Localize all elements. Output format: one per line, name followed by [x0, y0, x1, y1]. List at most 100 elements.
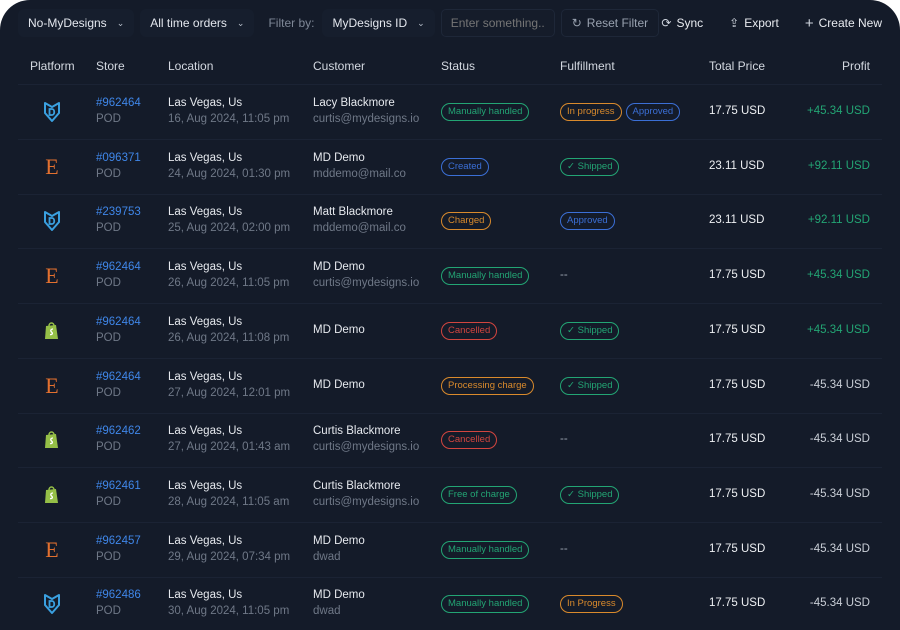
total-price: 17.75 USD	[709, 542, 766, 555]
status-badge-label: Free of charge	[448, 488, 510, 500]
order-id-link[interactable]: #239753	[96, 206, 141, 219]
filter-field-select[interactable]: MyDesigns ID ⌄	[322, 9, 435, 37]
status-badge-label: Manually handled	[448, 598, 523, 610]
status-badge: Manually handled	[441, 103, 530, 121]
col-store[interactable]: Store	[96, 59, 125, 73]
table-row[interactable]: #962486 POD Las Vegas, Us 30, Aug 2024, …	[18, 577, 882, 630]
fulfillment-empty: --	[560, 269, 568, 282]
store-type: POD	[96, 495, 121, 508]
mydesigns-icon	[40, 100, 64, 124]
fulfillment-cell: In Progress	[560, 595, 623, 614]
fulfillment-badge-label: Shipped	[577, 488, 613, 500]
search-input[interactable]	[440, 9, 555, 37]
status-badge-label: Processing charge	[448, 379, 527, 391]
table-row[interactable]: #962462 POD Las Vegas, Us 27, Aug 2024, …	[18, 413, 882, 469]
status-badge: Processing charge	[441, 376, 534, 395]
customer-name: MD Demo	[313, 323, 365, 336]
store-select[interactable]: No-MyDesigns ⌄	[18, 9, 135, 37]
col-profit[interactable]: Profit	[841, 59, 870, 73]
table-row[interactable]: E #962464 POD Las Vegas, Us 26, Aug 2024…	[18, 249, 882, 305]
profit: +92.11 USD	[807, 214, 870, 227]
sync-icon: ⟳	[661, 16, 672, 30]
filter-by-label: Filter by:	[268, 16, 315, 30]
shopify-icon	[40, 428, 64, 452]
status-cell: Cancelled	[441, 321, 498, 340]
order-id-link[interactable]: #962461	[96, 479, 141, 492]
store-type: POD	[96, 605, 121, 618]
total-price: 17.75 USD	[709, 487, 766, 500]
etsy-icon: E	[45, 372, 59, 398]
orders-range-value: All time orders	[150, 16, 227, 30]
location-city: Las Vegas, Us	[168, 425, 243, 438]
status-cell: Charged	[441, 212, 492, 231]
table-row[interactable]: #962461 POD Las Vegas, Us 28, Aug 2024, …	[18, 468, 882, 523]
order-date: 28, Aug 2024, 11:05 am	[168, 495, 290, 508]
reset-icon: ↻	[571, 16, 582, 30]
filter-field-value: MyDesigns ID	[332, 16, 408, 30]
fulfillment-badge-label: In progress	[567, 106, 615, 117]
customer-name: Matt Blackmore	[313, 206, 393, 219]
col-fulfillment[interactable]: Fulfillment	[560, 59, 615, 73]
fulfillment-badge-label: Approved	[632, 106, 674, 117]
location-city: Las Vegas, Us	[168, 315, 243, 328]
reset-filter-button[interactable]: ↻ Reset Filter	[560, 9, 660, 37]
fulfillment-cell: In progress Approved	[560, 103, 681, 121]
fulfillment-cell: ✓ Shipped	[560, 321, 620, 340]
col-total-price[interactable]: Total Price	[709, 59, 766, 73]
store-type: POD	[96, 167, 121, 180]
chevron-down-icon: ⌄	[417, 17, 425, 28]
order-date: 24, Aug 2024, 01:30 pm	[168, 167, 291, 180]
col-customer[interactable]: Customer	[313, 59, 366, 73]
order-date: 27, Aug 2024, 01:43 am	[168, 441, 291, 454]
fulfillment-badge: In Progress	[560, 595, 623, 614]
sync-label: Sync	[676, 16, 704, 30]
table-row[interactable]: E #962457 POD Las Vegas, Us 29, Aug 2024…	[18, 523, 882, 578]
order-id-link[interactable]: #962486	[96, 589, 141, 602]
create-new-button[interactable]: + Create New	[805, 15, 882, 32]
customer-email: curtis@mydesigns.io	[313, 441, 420, 454]
shopify-icon	[40, 319, 64, 343]
customer-email: mddemo@mail.co	[313, 167, 406, 180]
fulfillment-cell: ✓ Shipped	[560, 376, 620, 395]
customer-name: MD Demo	[313, 151, 365, 164]
table-row[interactable]: #962464 POD Las Vegas, Us 26, Aug 2024, …	[18, 304, 882, 359]
status-badge: Cancelled	[441, 321, 498, 340]
export-button[interactable]: ⇪ Export	[729, 16, 779, 30]
order-id-link[interactable]: #962462	[96, 425, 141, 438]
order-id-link[interactable]: #962464	[96, 261, 141, 274]
status-badge: Charged	[441, 212, 492, 231]
fulfillment-badge: ✓ Shipped	[560, 376, 620, 395]
order-id-link[interactable]: #962457	[96, 534, 141, 547]
order-id-link[interactable]: #962464	[96, 97, 141, 109]
order-id-link[interactable]: #096371	[96, 151, 141, 164]
customer-name: Curtis Blackmore	[313, 425, 401, 438]
location-city: Las Vegas, Us	[168, 151, 243, 164]
order-date: 16, Aug 2024, 11:05 pm	[168, 113, 290, 125]
col-location[interactable]: Location	[168, 59, 214, 73]
fulfillment-empty: --	[560, 542, 568, 555]
profit: -45.34 USD	[809, 597, 870, 610]
table-row[interactable]: E #096371 POD Las Vegas, Us 24, Aug 2024…	[18, 140, 882, 195]
status-cell: Manually handled	[441, 595, 530, 614]
table-row[interactable]: #239753 POD Las Vegas, Us 25, Aug 2024, …	[18, 194, 882, 250]
order-id-link[interactable]: #962464	[96, 315, 141, 328]
status-badge: Created	[441, 157, 489, 176]
table-row[interactable]: E #962464 POD Las Vegas, Us 27, Aug 2024…	[18, 359, 882, 414]
col-platform[interactable]: Platform	[30, 59, 75, 73]
status-badge-label: Manually handled	[448, 106, 523, 117]
chevron-down-icon: ⌄	[116, 17, 125, 28]
customer-name: MD Demo	[313, 534, 365, 547]
status-cell: Manually handled	[441, 267, 530, 286]
reset-filter-label: Reset Filter	[586, 16, 649, 30]
mydesigns-icon	[40, 209, 64, 233]
etsy-icon: E	[45, 263, 59, 289]
location-city: Las Vegas, Us	[168, 479, 243, 492]
store-type: POD	[96, 222, 121, 235]
order-id-link[interactable]: #962464	[96, 370, 141, 383]
total-price: 17.75 USD	[709, 323, 766, 336]
table-row[interactable]: #962464 POD Las Vegas, Us 16, Aug 2024, …	[18, 85, 882, 140]
fulfillment-badge: ✓ Shipped	[560, 321, 620, 340]
col-status[interactable]: Status	[441, 59, 476, 73]
orders-range-select[interactable]: All time orders ⌄	[140, 9, 255, 37]
sync-button[interactable]: ⟳ Sync	[661, 16, 703, 30]
